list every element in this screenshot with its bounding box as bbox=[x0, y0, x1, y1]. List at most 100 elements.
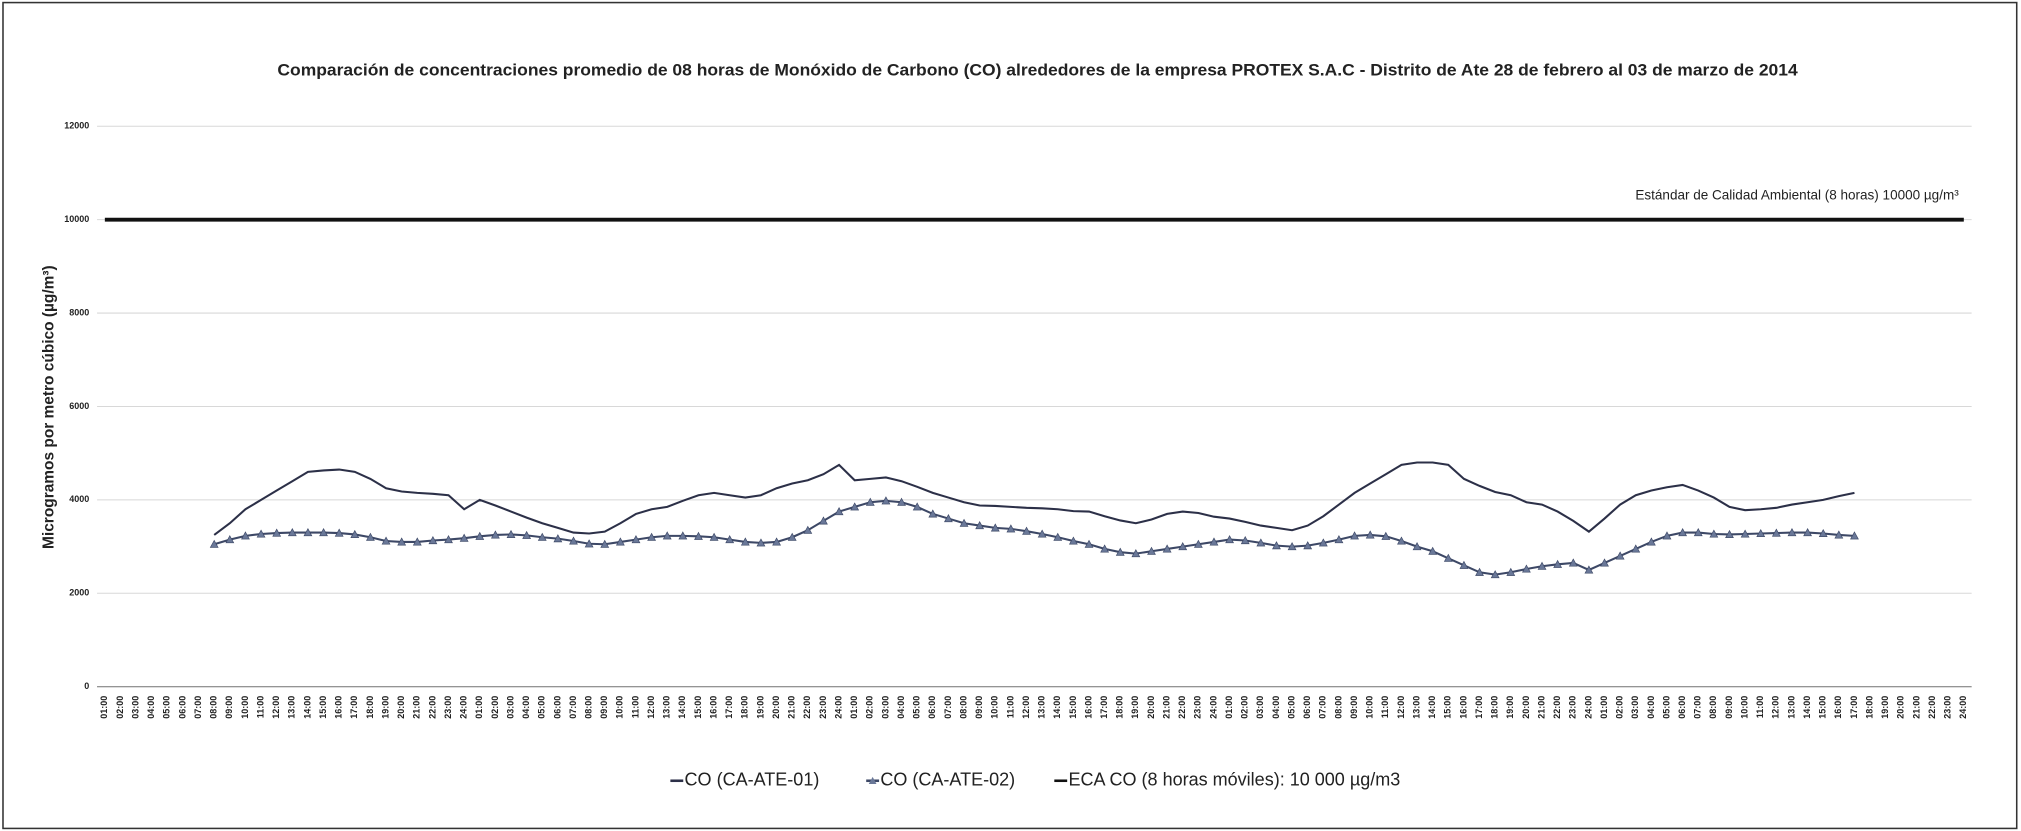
point-marker bbox=[1631, 544, 1641, 553]
point-marker bbox=[1709, 529, 1719, 538]
x-tick-label: 09:00 bbox=[224, 696, 234, 719]
point-marker bbox=[787, 532, 797, 541]
point-marker bbox=[772, 537, 781, 546]
x-tick-label: 06:00 bbox=[927, 696, 937, 719]
point-marker bbox=[209, 539, 219, 548]
x-tick-label: 21:00 bbox=[1911, 696, 1921, 719]
x-tick-label: 04:00 bbox=[521, 696, 531, 719]
x-tick-label: 16:00 bbox=[708, 696, 718, 719]
point-marker bbox=[428, 535, 438, 545]
x-tick-label: 01:00 bbox=[474, 696, 484, 719]
point-marker bbox=[694, 531, 703, 540]
x-tick-label: 16:00 bbox=[1458, 696, 1468, 719]
x-tick-label: 19:00 bbox=[1130, 696, 1140, 719]
x-tick-label: 07:00 bbox=[943, 696, 953, 719]
legend-marker bbox=[868, 776, 877, 784]
point-marker bbox=[1522, 564, 1531, 573]
legend-label: CO (CA-ATE-01) bbox=[685, 770, 820, 790]
x-tick-label: 06:00 bbox=[1302, 696, 1312, 719]
x-tick-label: 05:00 bbox=[1661, 696, 1671, 719]
x-tick-label: 12:00 bbox=[271, 696, 281, 719]
point-marker bbox=[1162, 544, 1172, 553]
point-marker bbox=[1850, 531, 1859, 540]
y-tick-label: 2000 bbox=[69, 588, 89, 598]
point-marker bbox=[366, 532, 375, 541]
point-marker bbox=[1225, 535, 1235, 544]
x-tick-label: 18:00 bbox=[1490, 696, 1500, 719]
point-marker bbox=[803, 525, 813, 534]
point-marker bbox=[303, 528, 313, 537]
point-marker bbox=[1318, 538, 1328, 547]
x-tick-label: 10:00 bbox=[1739, 696, 1749, 719]
x-tick-label: 21:00 bbox=[1536, 696, 1546, 719]
point-marker bbox=[412, 537, 422, 546]
point-marker bbox=[1334, 535, 1344, 544]
point-marker bbox=[1646, 537, 1656, 546]
x-tick-label: 23:00 bbox=[1568, 696, 1578, 719]
point-marker bbox=[1693, 528, 1703, 537]
point-marker bbox=[569, 536, 578, 545]
point-marker bbox=[975, 521, 985, 530]
x-tick-label: 22:00 bbox=[1177, 696, 1187, 719]
x-tick-label: 13:00 bbox=[287, 696, 297, 719]
x-tick-label: 09:00 bbox=[974, 696, 984, 719]
x-tick-label: 20:00 bbox=[1896, 696, 1906, 719]
x-tick-label: 17:00 bbox=[1099, 696, 1109, 719]
point-marker bbox=[1147, 546, 1156, 555]
x-tick-label: 05:00 bbox=[1286, 696, 1296, 719]
point-marker bbox=[881, 496, 891, 505]
point-marker bbox=[865, 497, 875, 506]
point-marker bbox=[1006, 524, 1016, 533]
point-marker bbox=[1459, 560, 1469, 569]
legend-label: CO (CA-ATE-02) bbox=[880, 770, 1015, 790]
point-marker bbox=[1022, 526, 1031, 535]
x-tick-label: 10:00 bbox=[240, 696, 250, 719]
point-marker bbox=[834, 507, 844, 516]
x-tick-label: 24:00 bbox=[1958, 696, 1968, 719]
chart-title: Comparación de concentraciones promedio … bbox=[277, 60, 1798, 79]
x-tick-label: 24:00 bbox=[1583, 696, 1593, 719]
point-marker bbox=[1193, 539, 1203, 548]
point-marker bbox=[600, 539, 610, 548]
point-marker bbox=[1803, 528, 1813, 537]
point-marker bbox=[1412, 542, 1422, 551]
point-marker bbox=[631, 535, 641, 544]
point-marker bbox=[381, 536, 391, 545]
point-marker bbox=[725, 535, 735, 544]
x-tick-label: 14:00 bbox=[677, 696, 687, 719]
point-marker bbox=[709, 532, 719, 541]
point-marker bbox=[1037, 529, 1047, 538]
x-tick-label: 06:00 bbox=[552, 696, 562, 719]
point-marker bbox=[537, 532, 547, 541]
x-tick-label: 03:00 bbox=[880, 696, 890, 719]
x-tick-label: 15:00 bbox=[1818, 696, 1828, 719]
y-tick-label: 8000 bbox=[69, 307, 89, 317]
x-tick-label: 19:00 bbox=[1880, 696, 1890, 719]
x-tick-label: 14:00 bbox=[1052, 696, 1062, 719]
x-tick-label: 17:00 bbox=[349, 696, 359, 719]
point-marker bbox=[584, 539, 594, 548]
x-tick-label: 11:00 bbox=[1755, 696, 1765, 719]
point-marker bbox=[1272, 541, 1281, 550]
x-tick-label: 07:00 bbox=[1693, 696, 1703, 719]
point-marker bbox=[1350, 531, 1359, 540]
series-line bbox=[213, 461, 1855, 536]
x-tick-label: 21:00 bbox=[412, 696, 422, 719]
x-tick-label: 03:00 bbox=[505, 696, 515, 719]
point-marker bbox=[756, 538, 766, 547]
y-tick-label: 4000 bbox=[69, 494, 89, 504]
x-tick-label: 14:00 bbox=[1802, 696, 1812, 719]
point-marker bbox=[1553, 559, 1563, 568]
point-marker bbox=[256, 529, 266, 538]
x-tick-label: 10:00 bbox=[1365, 696, 1375, 719]
point-marker bbox=[850, 502, 860, 511]
point-marker bbox=[1443, 553, 1453, 562]
x-tick-label: 23:00 bbox=[1943, 696, 1953, 719]
y-tick-label: 10000 bbox=[64, 214, 89, 224]
point-marker bbox=[475, 531, 485, 540]
x-tick-label: 05:00 bbox=[912, 696, 922, 719]
x-tick-label: 23:00 bbox=[1193, 696, 1203, 719]
x-tick-label: 22:00 bbox=[1552, 696, 1562, 719]
x-tick-label: 24:00 bbox=[833, 696, 843, 719]
